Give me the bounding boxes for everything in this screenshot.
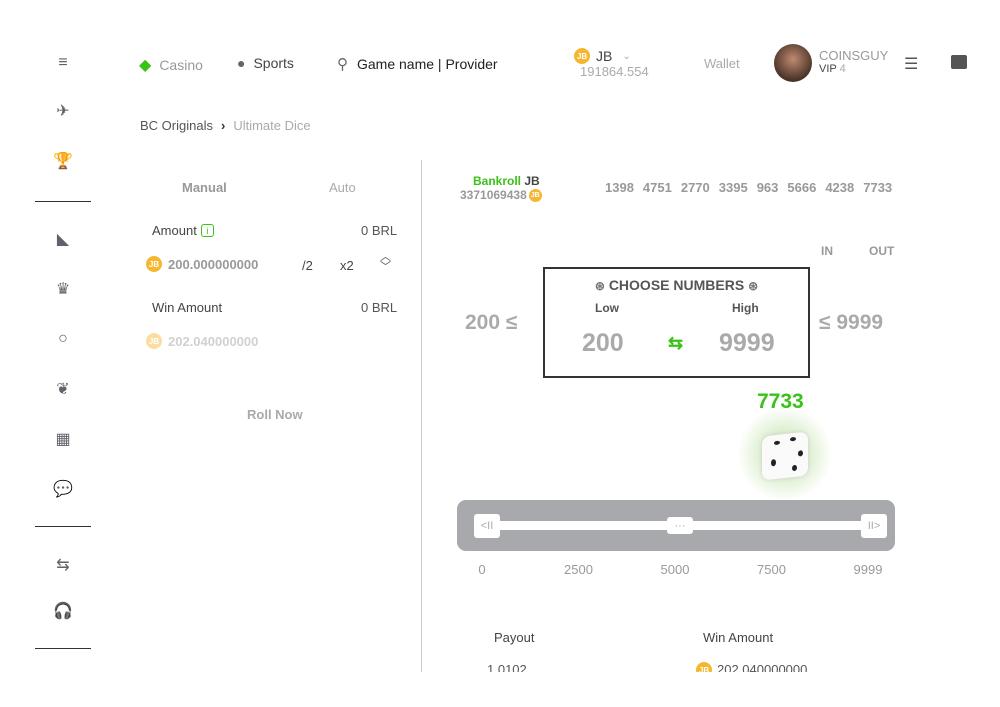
amount-stepper[interactable]: ︿ ﹀ xyxy=(380,251,391,273)
chip-icon: ⊛ xyxy=(594,279,605,293)
history-item: 5666 xyxy=(787,180,817,195)
bankroll-label: Bankroll JB xyxy=(473,174,540,188)
dice-icon xyxy=(762,431,808,481)
slider-tick-label: 5000 xyxy=(660,562,690,577)
amount-input[interactable]: JB 200.000000000 xyxy=(146,256,258,272)
jb-coin-icon: JB xyxy=(146,256,162,272)
win-amount-label: Win Amount xyxy=(703,630,774,645)
avatar[interactable] xyxy=(774,44,812,82)
sidebar-divider xyxy=(35,526,91,527)
range-low-text: 200 ≤ xyxy=(465,311,518,334)
slider-mid-handle[interactable]: ··· xyxy=(667,517,693,534)
nav-sports[interactable]: ● Sports xyxy=(237,55,294,71)
bankroll-value: 3371069438 JB xyxy=(460,188,542,202)
history-item: 7733 xyxy=(863,180,893,195)
jb-coin-icon: JB xyxy=(528,188,542,202)
history-item: 4238 xyxy=(825,180,855,195)
low-input[interactable]: 200 xyxy=(582,329,624,357)
wheel-icon[interactable]: ○ xyxy=(58,330,68,347)
win-amount-value: JB 202.040000000 xyxy=(696,662,807,672)
search-icon: ⚲ xyxy=(337,56,348,73)
network-icon[interactable]: ▦ xyxy=(55,431,71,448)
jb-coin-icon: JB xyxy=(574,48,590,64)
chevron-down-icon: ﹀ xyxy=(380,261,391,273)
sidebar-divider xyxy=(35,648,91,649)
range-high-text: ≤ 9999 xyxy=(819,311,884,334)
win-amount-field: JB 202.040000000 xyxy=(146,333,258,349)
tags-icon[interactable]: ◣ xyxy=(56,231,70,248)
mail-icon[interactable] xyxy=(951,55,967,69)
payout-value: 1.0102 xyxy=(487,662,527,672)
jb-coin-icon: JB xyxy=(696,662,712,672)
choose-numbers-box: ⊛ CHOOSE NUMBERS ⊛ Low High 200 ⇆ 9999 xyxy=(543,267,810,378)
chat-icon[interactable]: 💬 xyxy=(53,481,73,498)
crown-icon[interactable]: ♛ xyxy=(55,281,71,298)
history-item: 2770 xyxy=(680,180,710,195)
breadcrumb: BC Originals › Ultimate Dice xyxy=(140,118,311,133)
handshake-icon[interactable]: ⇆ xyxy=(56,557,70,574)
nav-casino[interactable]: ◆ Casino xyxy=(139,57,203,74)
tab-manual[interactable]: Manual xyxy=(182,180,227,195)
breadcrumb-current: Ultimate Dice xyxy=(233,118,311,133)
chevron-right-icon: › xyxy=(220,118,226,133)
currency-selector[interactable]: JB JB ⌄ 191864.554 xyxy=(574,48,649,79)
win-amount-label: Win Amount xyxy=(152,300,223,315)
wallet-button[interactable]: Wallet xyxy=(704,56,740,71)
out-toggle[interactable]: OUT xyxy=(869,244,895,258)
result-history: 1398 4751 2770 3395 963 5666 4238 7733 xyxy=(605,180,892,195)
result-number: 7733 xyxy=(757,390,804,413)
tab-auto[interactable]: Auto xyxy=(329,180,356,195)
high-label: High xyxy=(732,301,759,315)
half-button[interactable]: /2 xyxy=(302,258,313,273)
slider-tick-label: 9999 xyxy=(853,562,883,577)
history-item: 963 xyxy=(756,180,779,195)
sports-shoe-icon[interactable]: ✈ xyxy=(56,103,70,120)
chevron-up-icon: ︿ xyxy=(380,251,391,263)
double-button[interactable]: x2 xyxy=(340,258,354,273)
slider-tick-label: 2500 xyxy=(564,562,593,577)
chip-icon: ⊛ xyxy=(748,279,759,293)
jb-coin-icon: JB xyxy=(146,333,162,349)
headset-icon[interactable]: 🎧 xyxy=(53,603,73,620)
slider-low-handle[interactable]: <II xyxy=(474,514,500,538)
win-amount-brl: 0 BRL xyxy=(361,300,398,315)
slider-high-handle[interactable]: II> xyxy=(861,514,887,538)
history-item: 1398 xyxy=(605,180,634,195)
user-info[interactable]: COINSGUY VIP 4 xyxy=(819,48,889,75)
trophy-icon[interactable]: 🏆 xyxy=(53,153,73,170)
roll-now-button[interactable]: Roll Now xyxy=(247,407,303,422)
kidneys-icon[interactable]: ❦ xyxy=(56,381,70,398)
swap-icon[interactable]: ⇆ xyxy=(668,333,684,353)
chevron-down-icon: ⌄ xyxy=(622,50,631,62)
payout-label: Payout xyxy=(494,630,535,645)
balance: 191864.554 xyxy=(580,64,649,79)
info-icon[interactable]: i xyxy=(200,224,214,237)
sidebar-divider xyxy=(35,201,91,202)
casino-icon: ◆ xyxy=(139,57,152,74)
history-item: 4751 xyxy=(642,180,672,195)
slider-tick-label: 0 xyxy=(478,562,486,577)
panel-divider xyxy=(421,160,422,672)
menu-icon[interactable]: ≡ xyxy=(58,54,68,71)
low-label: Low xyxy=(595,301,619,315)
amount-brl: 0 BRL xyxy=(361,223,398,238)
choose-numbers-title: ⊛ CHOOSE NUMBERS ⊛ xyxy=(594,277,759,293)
in-toggle[interactable]: IN xyxy=(821,244,833,258)
search-input[interactable]: ⚲ Game name | Provider xyxy=(337,56,498,73)
slider-tick-label: 7500 xyxy=(757,562,786,577)
menu-list-icon[interactable]: ☰ xyxy=(904,56,919,73)
high-input[interactable]: 9999 xyxy=(719,329,775,357)
breadcrumb-parent[interactable]: BC Originals xyxy=(140,118,213,133)
amount-label: Amount i xyxy=(152,223,214,238)
history-item: 3395 xyxy=(718,180,748,195)
basketball-icon: ● xyxy=(237,55,246,71)
